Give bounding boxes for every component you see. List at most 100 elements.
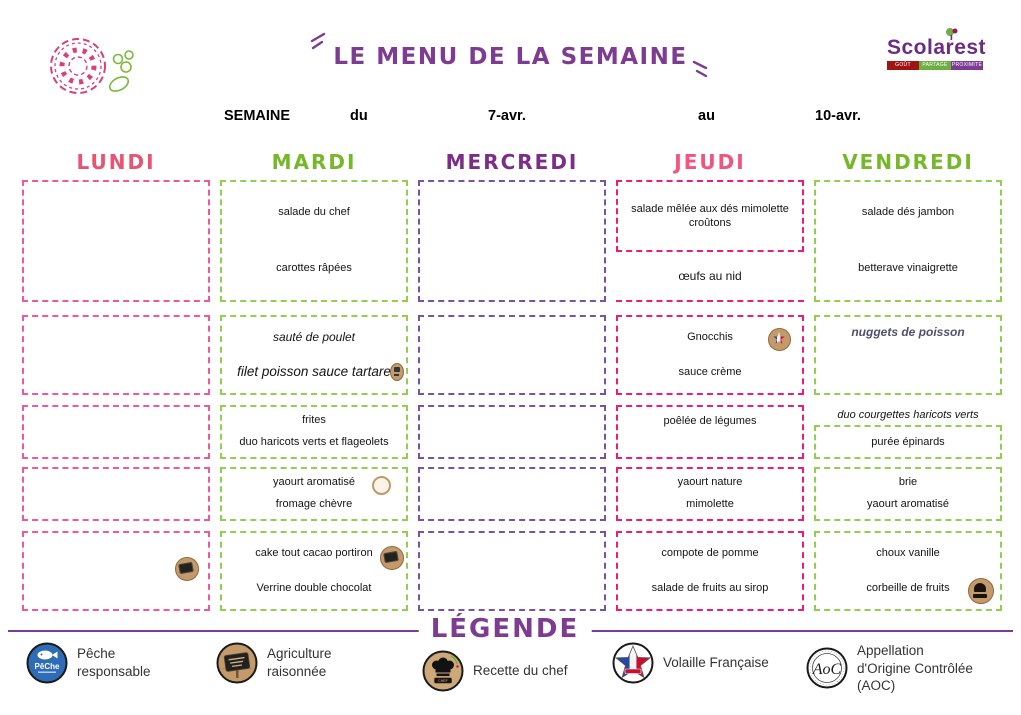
cell-lundi-entrees <box>22 180 210 302</box>
agriculture-raisonnee-icon <box>216 642 258 684</box>
legend-item-peche-responsable: PêChe Pêche responsable <box>26 642 182 684</box>
week-label: SEMAINE <box>224 108 291 124</box>
volaille-francaise-icon <box>768 328 791 351</box>
menu-item: salade mêlée aux dés mimolette croûtons <box>616 180 804 252</box>
day-header-jeudi: JEUDI <box>674 150 746 174</box>
scolarest-tree-icon <box>946 28 958 40</box>
cell-mercredi-dessert <box>418 531 606 611</box>
cell-mardi-entrees: salade du chef carottes râpées <box>220 180 408 302</box>
menu-item: salade du chef <box>278 206 350 219</box>
menu-item: cake tout cacao portiron <box>255 546 373 559</box>
menu-item: salade de fruits au sirop <box>651 581 769 594</box>
cell-mercredi-accompagnement <box>418 405 606 459</box>
week-du: du <box>350 108 368 124</box>
menu-item: carottes râpées <box>276 262 352 275</box>
day-header-vendredi: VENDREDI <box>842 150 974 174</box>
week-start-date: 7-avr. <box>488 108 526 124</box>
menu-item: duo haricots verts et flageolets <box>239 436 389 449</box>
volaille-francaise-icon <box>612 642 654 684</box>
menu-item: yaourt aromatisé <box>273 476 355 489</box>
tagline-partage: PARTAGE <box>919 61 951 70</box>
legend-label: Volaille Française <box>663 655 769 671</box>
cell-vendredi-entrees: salade dés jambon betterave vinaigrette <box>814 180 1002 302</box>
title-area: LE MENU DE LA SEMAINE <box>0 32 1021 78</box>
cell-mercredi-entrees <box>418 180 606 302</box>
svg-text:AoC: AoC <box>812 661 842 678</box>
cell-jeudi-laitage: yaourt nature mimolette <box>616 467 804 521</box>
menu-item: corbeille de fruits <box>866 581 950 594</box>
menu-item: fromage chèvre <box>275 498 353 511</box>
cell-vendredi-laitage: brie yaourt aromatisé <box>814 467 1002 521</box>
menu-item: yaourt aromatisé <box>867 498 949 511</box>
legend-label: Appellation d'Origine Contrôlée (AOC) <box>857 643 973 694</box>
svg-text:PêChe: PêChe <box>35 662 60 671</box>
legend-title: LÉGENDE <box>418 614 592 644</box>
menu-item: poêlée de légumes <box>663 415 757 427</box>
column-mercredi: MERCREDI <box>418 150 606 611</box>
week-row: SEMAINE du 7-avr. au 10-avr. <box>0 108 1021 128</box>
aoc-icon <box>372 476 391 495</box>
cell-lundi-accompagnement <box>22 405 210 459</box>
cell-jeudi-accompagnement: poêlée de légumes <box>616 405 804 459</box>
page-title: LE MENU DE LA SEMAINE <box>333 44 688 70</box>
tagline-proximite: PROXIMITÉ <box>951 61 983 70</box>
menu-item: duo courgettes haricots verts <box>837 409 979 421</box>
cell-jeudi-entrees: salade mêlée aux dés mimolette croûtons … <box>616 180 804 302</box>
tagline-gout: GOÛT <box>887 61 919 70</box>
cell-lundi-laitage <box>22 467 210 521</box>
menu-item: frites <box>302 414 326 427</box>
legend-label: Pêche responsable <box>77 646 151 679</box>
menu-item: choux vanille <box>876 546 940 559</box>
peche-responsable-icon <box>390 363 404 381</box>
title-accent-right-icon <box>692 60 707 78</box>
cell-jeudi-dessert: compote de pomme salade de fruits au sir… <box>616 531 804 611</box>
menu-item: betterave vinaigrette <box>858 262 958 275</box>
menu-item: œufs au nid <box>616 252 804 302</box>
column-vendredi: VENDREDI salade dés jambon betterave vin… <box>814 150 1002 611</box>
recette-du-chef-icon <box>968 578 994 604</box>
day-header-lundi: LUNDI <box>76 150 156 174</box>
agriculture-raisonnee-icon <box>175 557 199 581</box>
day-header-mardi: MARDI <box>271 150 357 174</box>
menu-item: compote de pomme <box>661 546 759 559</box>
menu-item: yaourt nature <box>677 476 743 489</box>
week-end-date: 10-avr. <box>815 108 861 124</box>
legend-label: Recette du chef <box>473 663 568 679</box>
menu-item: Verrine double chocolat <box>256 581 372 594</box>
legend-item-agriculture-raisonnee: Agriculture raisonnée <box>216 642 372 684</box>
cell-mercredi-plat <box>418 315 606 395</box>
menu-item: sauté de poulet <box>272 329 356 344</box>
scolarest-tagline: GOÛT PARTAGE PROXIMITÉ <box>887 61 983 70</box>
day-header-mercredi: MERCREDI <box>445 150 579 174</box>
cell-mardi-dessert: cake tout cacao portiron Verrine double … <box>220 531 408 611</box>
recette-du-chef-icon: CHEF <box>422 650 464 692</box>
menu-item: sauce crème <box>678 365 742 378</box>
week-au: au <box>698 108 715 124</box>
cell-mardi-laitage: yaourt aromatisé fromage chèvre <box>220 467 408 521</box>
legend-item-aoc: AoC Appellation d'Origine Contrôlée (AOC… <box>806 642 977 695</box>
column-mardi: MARDI salade du chef carottes râpées sau… <box>220 150 408 611</box>
brand-stamp-logo <box>50 38 134 94</box>
cell-mardi-plat: sauté de poulet filet poisson sauce tart… <box>220 315 408 395</box>
legend-item-recette-du-chef: CHEF Recette du chef <box>422 650 568 692</box>
peche-responsable-icon: PêChe <box>26 642 68 684</box>
legend-label: Agriculture raisonnée <box>267 646 332 679</box>
agriculture-raisonnee-icon <box>380 546 404 570</box>
menu-item: Gnocchis <box>687 330 733 343</box>
scolarest-logo: Scolarest GOÛT PARTAGE PROXIMITÉ <box>887 28 987 70</box>
aoc-icon: AoC <box>806 647 848 689</box>
menu-item: filet poisson sauce tartare <box>237 363 391 379</box>
green-peas-icon <box>108 50 134 92</box>
menu-item: nuggets de poisson <box>851 325 965 339</box>
cell-mercredi-laitage <box>418 467 606 521</box>
cell-vendredi-plat: nuggets de poisson <box>814 315 1002 395</box>
svg-text:CHEF: CHEF <box>438 679 449 683</box>
menu-grid: LUNDI MARDI salade du chef carottes râpé… <box>22 150 1002 611</box>
column-lundi: LUNDI <box>22 150 210 611</box>
cell-lundi-plat <box>22 315 210 395</box>
cell-vendredi-accompagnement: duo courgettes haricots verts purée épin… <box>814 405 1002 459</box>
scolarest-wordmark: Scolarest <box>887 36 987 59</box>
menu-item: brie <box>898 476 918 489</box>
column-jeudi: JEUDI salade mêlée aux dés mimolette cro… <box>616 150 804 611</box>
cell-mardi-accompagnement: frites duo haricots verts et flageolets <box>220 405 408 459</box>
